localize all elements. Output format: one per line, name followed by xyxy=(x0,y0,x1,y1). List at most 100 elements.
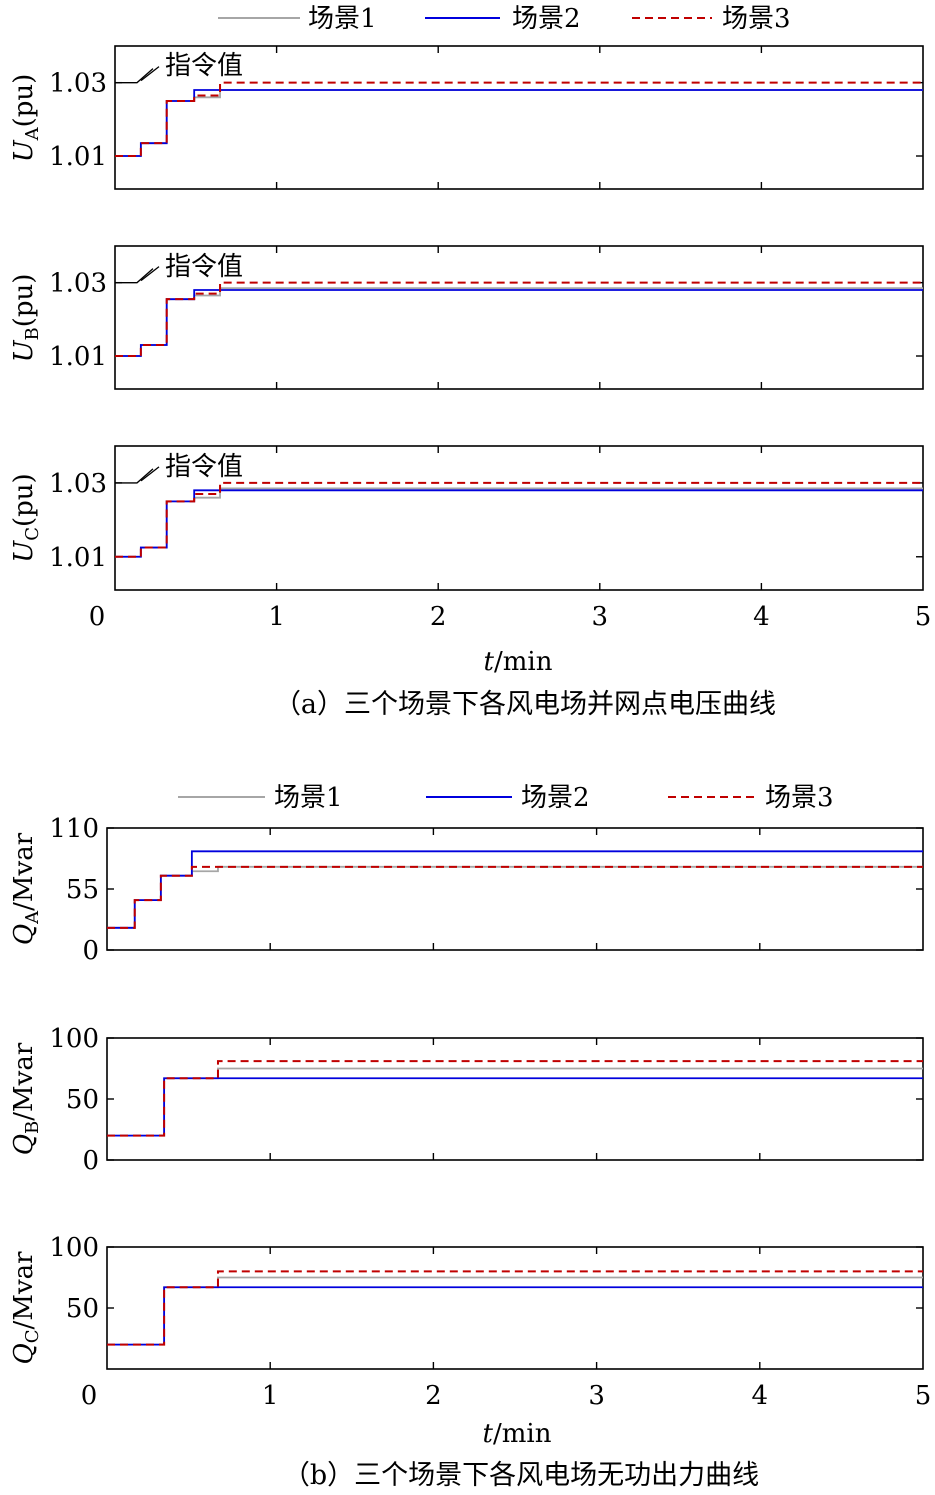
xtick-label: 2 xyxy=(425,1381,442,1411)
yticks-ua: 1.01 1.03 xyxy=(49,69,923,172)
ytick-label: 1.01 xyxy=(49,543,107,573)
reference-label-ub: 指令值 xyxy=(165,252,243,282)
ytick-label: 110 xyxy=(49,814,99,844)
ylabel-qc-sub: C xyxy=(22,1329,43,1343)
ytick-label: 100 xyxy=(49,1233,99,1263)
reference-leader xyxy=(140,266,160,282)
xtick-label: 0 xyxy=(81,1381,98,1411)
xlabel-a: t/min xyxy=(484,647,553,677)
ytick-label: 55 xyxy=(66,875,99,905)
ylabel-qb-sub: B xyxy=(22,1121,43,1134)
ylabel-ua-sub: A xyxy=(22,126,43,141)
series-line-s2 xyxy=(107,1077,923,1137)
ylabel-qb-unit: /Mvar xyxy=(9,1042,39,1121)
series-qc xyxy=(107,1270,923,1346)
reference-line xyxy=(115,68,154,84)
plot-frame-qc xyxy=(106,1246,924,1370)
reference-line xyxy=(115,268,154,284)
xticks-qa xyxy=(269,828,761,950)
caption-b: （b）三个场景下各风电场无功出力曲线 xyxy=(283,1460,759,1491)
xticks-qc xyxy=(269,1247,761,1369)
ytick-label: 50 xyxy=(66,1085,99,1115)
ylabel-qc-unit: /Mvar xyxy=(9,1251,39,1330)
series-line-s2 xyxy=(115,89,923,157)
series-line-s2 xyxy=(107,1286,923,1346)
xtick-labels-a: 0 1 2 3 4 5 xyxy=(89,602,932,632)
series-line-s3 xyxy=(115,281,923,357)
svg-text:UA(pu): UA(pu) xyxy=(9,74,43,163)
panel-uc: UC(pu) 1.01 1.03 指令值 xyxy=(9,445,924,591)
series-line-s2 xyxy=(115,289,923,357)
xtick-label: 4 xyxy=(752,1381,769,1411)
ytick-label: 1.03 xyxy=(49,69,107,99)
xticks-ua xyxy=(275,46,763,189)
ylabel-qb-main: Q xyxy=(9,1134,39,1155)
xticks-qb xyxy=(269,1038,761,1160)
svg-text:QC/Mvar: QC/Mvar xyxy=(9,1251,43,1365)
series-ub xyxy=(115,281,923,357)
reference-ua: 指令值 xyxy=(115,51,243,84)
reference-uc: 指令值 xyxy=(115,452,243,484)
ylabel-qb: QB/Mvar xyxy=(9,1042,43,1155)
ylabel-ub-sub: B xyxy=(22,327,43,340)
xtick-label: 3 xyxy=(592,602,609,632)
reference-leader xyxy=(140,466,160,482)
ytick-label: 0 xyxy=(82,936,99,966)
plot-frame-uc xyxy=(114,445,924,591)
ytick-label: 1.03 xyxy=(49,269,107,299)
svg-text:QB/Mvar: QB/Mvar xyxy=(9,1042,43,1155)
caption-a: （a）三个场景下各风电场并网点电压曲线 xyxy=(274,689,776,720)
panel-qb: QB/Mvar 0 50 100 xyxy=(9,1024,924,1176)
ylabel-ua-main: U xyxy=(9,139,39,162)
reference-leader xyxy=(140,66,160,82)
ytick-label: 1.01 xyxy=(49,342,107,372)
yticks-qb: 0 50 100 xyxy=(49,1024,923,1176)
series-line-s3 xyxy=(107,865,923,929)
yticks-qa: 0 55 110 xyxy=(49,814,923,966)
ylabel-ua-unit: (pu) xyxy=(9,74,39,128)
series-line-s2 xyxy=(115,489,923,558)
xtick-label: 5 xyxy=(915,1381,932,1411)
xtick-label: 2 xyxy=(430,602,447,632)
panel-ub: UB(pu) 1.01 1.03 指令值 xyxy=(9,245,924,390)
legend-label-s2-b: 场景2 xyxy=(521,783,590,813)
ytick-label: 1.01 xyxy=(49,142,107,172)
ylabel-uc-unit: (pu) xyxy=(9,473,39,527)
series-line-s1 xyxy=(107,865,923,929)
panel-ua: UA(pu) 1.01 1.03 指令值 xyxy=(9,45,924,190)
ylabel-qa-main: Q xyxy=(9,924,39,945)
ylabel-uc: UC(pu) xyxy=(9,473,43,562)
plot-frame-ub xyxy=(114,245,924,390)
xtick-label: 3 xyxy=(588,1381,605,1411)
plot-frame-qa xyxy=(106,827,924,951)
series-line-s3 xyxy=(107,1270,923,1346)
ylabel-qa-sub: A xyxy=(22,910,43,925)
series-qa xyxy=(107,850,923,929)
legend-label-s1-b: 场景1 xyxy=(274,783,343,813)
xtick-labels-b: 0 1 2 3 4 5 xyxy=(81,1381,932,1411)
ytick-label: 100 xyxy=(49,1024,99,1054)
yticks-ub: 1.01 1.03 xyxy=(49,269,923,372)
series-line-s1 xyxy=(115,487,923,558)
yticks-qc: 50 100 xyxy=(49,1233,923,1324)
ylabel-ub: UB(pu) xyxy=(9,274,43,363)
series-line-s1 xyxy=(115,287,923,357)
xlabel-b: t/min xyxy=(483,1419,552,1449)
series-ua xyxy=(115,81,923,157)
xtick-label: 0 xyxy=(89,602,106,632)
xtick-label: 4 xyxy=(753,602,770,632)
reference-label-uc: 指令值 xyxy=(165,452,243,482)
ytick-label: 1.03 xyxy=(49,469,107,499)
legend-label-s2: 场景2 xyxy=(512,4,581,34)
ylabel-qc-main: Q xyxy=(9,1343,39,1364)
yticks-uc: 1.01 1.03 xyxy=(49,469,923,573)
ylabel-ub-main: U xyxy=(9,339,39,362)
panel-qc: QC/Mvar 50 100 xyxy=(9,1233,924,1370)
legend-label-s3: 场景3 xyxy=(722,4,791,34)
ylabel-qa-unit: /Mvar xyxy=(9,832,39,911)
xtick-label: 5 xyxy=(915,602,932,632)
ylabel-uc-sub: C xyxy=(22,527,43,541)
ylabel-qc: QC/Mvar xyxy=(9,1251,43,1365)
svg-text:UB(pu): UB(pu) xyxy=(9,274,43,363)
